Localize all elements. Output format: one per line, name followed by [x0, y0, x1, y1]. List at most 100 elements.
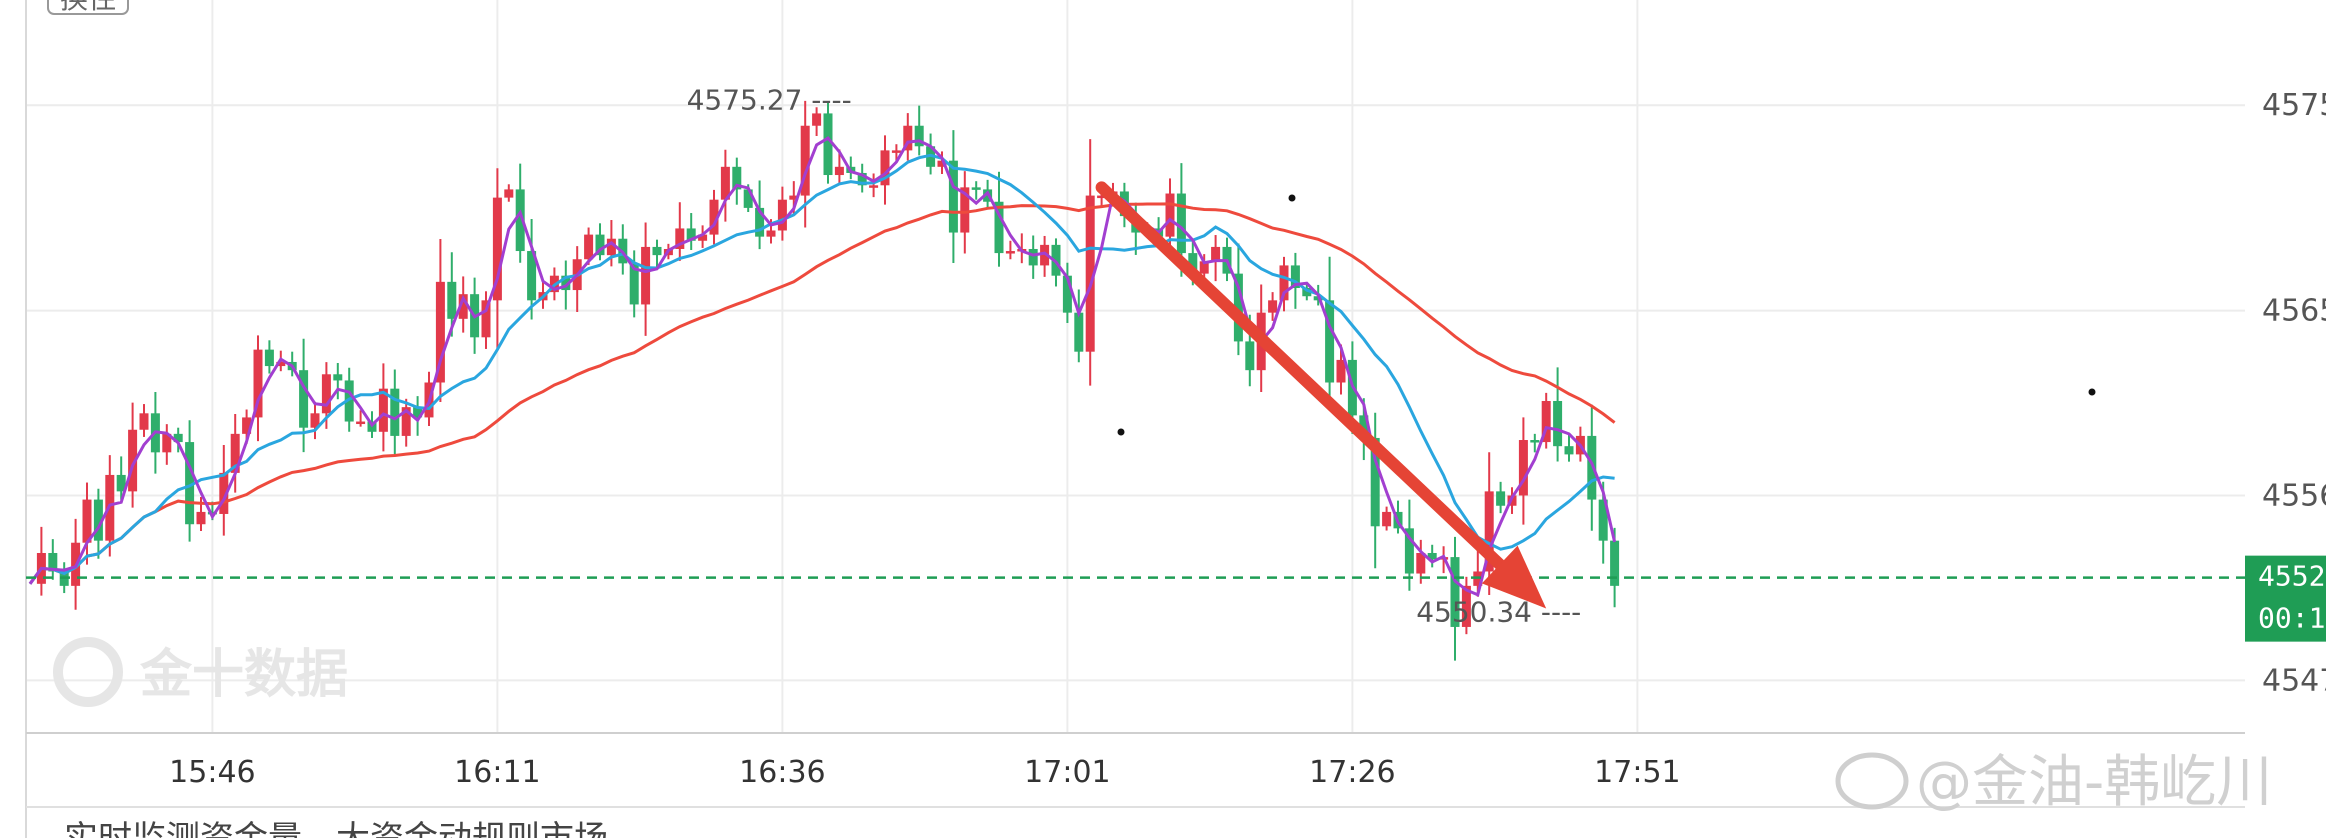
- candle-body: [675, 228, 685, 249]
- candle-body: [880, 150, 890, 186]
- candle-body: [869, 185, 879, 188]
- candle-body: [1541, 400, 1551, 443]
- candle-body: [333, 374, 343, 381]
- candle-body: [1085, 195, 1095, 352]
- candle-body: [652, 246, 662, 256]
- candle-body: [789, 195, 799, 200]
- candle-body: [812, 113, 822, 126]
- candle-body: [709, 199, 719, 235]
- candle-body: [321, 374, 331, 414]
- x-tick-label: 16:11: [454, 755, 540, 790]
- grid: [26, 0, 2245, 733]
- candle-body: [937, 160, 947, 167]
- candle-body: [196, 511, 206, 525]
- candle-body: [1359, 415, 1369, 438]
- candle-body: [606, 238, 616, 256]
- candle-body: [1496, 491, 1506, 506]
- candle-body: [766, 230, 776, 237]
- trend-arrow: [1095, 181, 1547, 609]
- x-tick-label: 17:01: [1024, 755, 1110, 790]
- candle-body: [128, 429, 138, 492]
- candle-body: [1268, 300, 1278, 313]
- candle-body: [1564, 446, 1574, 455]
- candle-body: [732, 166, 742, 190]
- candle-body: [139, 413, 149, 430]
- candle-body: [299, 370, 309, 428]
- candle-body: [1610, 540, 1620, 586]
- watermark-weibo: @金油-韩屹川: [1835, 750, 2272, 815]
- candle-body: [1416, 552, 1426, 574]
- candle-body: [755, 207, 765, 237]
- y-tick-label: 4575: [2262, 88, 2326, 123]
- price-tag-value: 4552: [2258, 560, 2325, 593]
- candle-body: [173, 433, 183, 443]
- candle-body: [891, 150, 901, 153]
- candle-body: [1211, 246, 1221, 262]
- candle-body: [492, 197, 502, 301]
- candle-body: [1188, 253, 1198, 274]
- candle-body: [720, 166, 730, 200]
- candle-body: [834, 166, 844, 176]
- candle-body: [1074, 312, 1084, 352]
- candle-body: [1382, 511, 1392, 527]
- price-tag-countdown: 00:1: [2258, 602, 2325, 635]
- candle-body: [344, 380, 354, 422]
- candle-body: [903, 125, 913, 151]
- candle-body: [93, 499, 103, 541]
- candle-body: [1325, 300, 1335, 383]
- candle-body: [310, 413, 320, 428]
- candle-body: [629, 263, 639, 305]
- ma-mid-line: [28, 153, 1615, 585]
- candle-body: [1484, 491, 1494, 572]
- candle-body: [207, 511, 217, 515]
- candle-body: [1165, 193, 1175, 237]
- footer-text: 实时监测资金量，大资金动规则市场: [64, 819, 608, 838]
- candle-body: [1062, 275, 1072, 313]
- x-tick-label: 17:51: [1594, 755, 1680, 790]
- candle-body: [82, 499, 92, 543]
- watermark-logo: 金十数据: [53, 637, 348, 707]
- x-axis: 15:46 16:11 16:36 17:01 17:26 17:51: [169, 755, 1680, 790]
- candle-body: [857, 172, 867, 186]
- candle-body: [1530, 440, 1540, 443]
- y-tick-label: 4565: [2262, 294, 2326, 329]
- extreme-label: 4575.27 ----: [687, 84, 852, 117]
- y-tick-label: 4556: [2262, 478, 2326, 513]
- y-tick-label: 4547: [2262, 663, 2326, 698]
- annotations: 4575.27 ---- 4550.34 ----: [687, 84, 1582, 629]
- candle-body: [185, 442, 195, 525]
- candle-body: [230, 433, 240, 473]
- candle-body: [253, 349, 263, 418]
- candle-body: [48, 552, 58, 572]
- candle-body: [458, 294, 468, 319]
- candle-body: [481, 300, 491, 338]
- candle-body: [162, 433, 172, 453]
- candle-body: [948, 160, 958, 233]
- price-tag: 4552 00:1: [2245, 555, 2326, 642]
- candle-body: [1279, 265, 1289, 301]
- candle-body: [1336, 359, 1346, 383]
- trend-arrow-head: [1481, 545, 1547, 609]
- candle-body: [401, 407, 411, 436]
- candle-body: [1404, 528, 1414, 574]
- candle-body: [1518, 440, 1528, 496]
- candle-body: [1450, 557, 1460, 627]
- ma-slow-line: [28, 202, 1616, 585]
- candle-body: [595, 234, 605, 256]
- candle-body: [641, 246, 651, 305]
- header-tab[interactable]: 换住: [47, 0, 129, 15]
- x-tick-label: 15:46: [169, 755, 255, 790]
- candle-body: [378, 388, 388, 432]
- candle-body: [823, 113, 833, 176]
- candle-body: [561, 275, 571, 291]
- y-axis: 4575 4565 4556 4547: [2262, 88, 2326, 698]
- candle-body: [504, 189, 514, 198]
- candle-body: [994, 201, 1004, 254]
- candle-body: [1290, 265, 1300, 289]
- candle-body: [413, 407, 423, 418]
- candle-body: [584, 234, 594, 260]
- candle-body: [242, 417, 252, 434]
- watermark-logo-text: 金十数据: [139, 645, 348, 705]
- candle-body: [960, 187, 970, 233]
